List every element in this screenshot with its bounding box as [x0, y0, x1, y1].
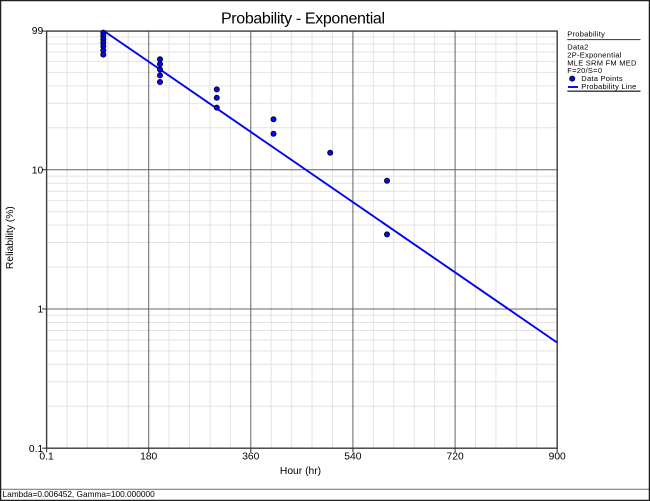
svg-text:720: 720: [447, 452, 464, 463]
svg-text:0.1: 0.1: [29, 444, 44, 455]
svg-text:Probability: Probability: [567, 29, 605, 38]
svg-text:Probability Line: Probability Line: [581, 82, 636, 91]
svg-text:99: 99: [32, 26, 44, 37]
svg-text:MLE SRM FM MED: MLE SRM FM MED: [567, 58, 637, 67]
svg-text:540: 540: [344, 452, 361, 463]
svg-text:F=20/S=0: F=20/S=0: [567, 66, 602, 75]
svg-text:1: 1: [37, 305, 43, 316]
svg-text:Probability - Exponential: Probability - Exponential: [221, 10, 385, 27]
svg-text:Data2: Data2: [567, 43, 588, 52]
svg-text:Data Points: Data Points: [581, 74, 623, 83]
svg-text:Lambda=0.006452, Gamma=100.000: Lambda=0.006452, Gamma=100.000000: [3, 489, 156, 499]
svg-text:2P-Exponential: 2P-Exponential: [567, 50, 621, 59]
svg-text:Reliability (%): Reliability (%): [5, 206, 16, 269]
svg-text:0.1: 0.1: [39, 452, 54, 463]
svg-text:360: 360: [242, 452, 259, 463]
svg-text:900: 900: [549, 452, 566, 463]
svg-text:180: 180: [140, 452, 157, 463]
svg-text:10: 10: [32, 165, 44, 176]
svg-text:Hour (hr): Hour (hr): [280, 466, 321, 477]
